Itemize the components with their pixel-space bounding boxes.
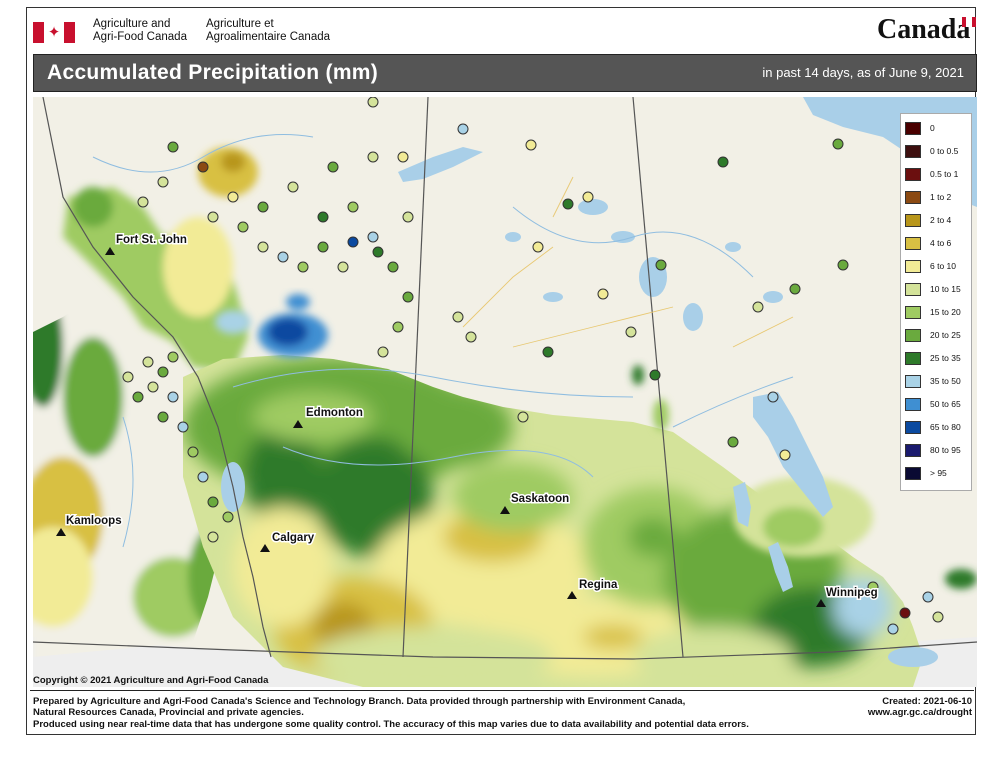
legend-swatch xyxy=(905,121,921,135)
legend-label: 10 to 15 xyxy=(930,284,961,294)
legend-swatch xyxy=(905,305,921,319)
legend-swatch xyxy=(905,443,921,457)
legend-item: 35 to 50 xyxy=(905,373,961,389)
map-title: Accumulated Precipitation (mm) xyxy=(47,61,379,84)
legend-swatch xyxy=(905,167,921,181)
city-marker-edmonton xyxy=(293,420,303,428)
legend-swatch xyxy=(905,328,921,342)
legend-item: 2 to 4 xyxy=(905,212,951,228)
footer-divider xyxy=(30,690,974,691)
lake-winnipegosis xyxy=(733,482,751,527)
legend-swatch xyxy=(905,259,921,273)
legend-item: 25 to 35 xyxy=(905,350,961,366)
footer-meta: Created: 2021-06-10 www.agr.gc.ca/drough… xyxy=(868,696,972,719)
wordmark-flag-icon xyxy=(962,17,976,27)
map-area: Fort St. John Edmonton Kamloops Calgary … xyxy=(33,97,977,687)
lake-winnipeg xyxy=(753,392,833,517)
department-fr-line-1: Agriculture et xyxy=(206,18,274,30)
legend-item: 1 to 2 xyxy=(905,189,951,205)
legend-label: 0 xyxy=(930,123,935,133)
department-en-line-1: Agriculture and xyxy=(93,18,171,30)
legend-label: 0 to 0.5 xyxy=(930,146,959,156)
border-bc-ab xyxy=(42,97,272,658)
lake-manitoba xyxy=(768,542,793,592)
city-label-regina: Regina xyxy=(579,579,618,591)
legend-label: 15 to 20 xyxy=(930,307,961,317)
legend-swatch xyxy=(905,351,921,365)
legend-item: 15 to 20 xyxy=(905,304,961,320)
legend-item: 6 to 10 xyxy=(905,258,956,274)
canada-flag-icon: ✦ xyxy=(33,22,75,43)
legend-swatch xyxy=(905,374,921,388)
precipitation-legend: 0 0 to 0.5 0.5 to 1 1 to 2 2 to 4 4 to 6 6 to … xyxy=(900,113,972,491)
legend-label: 65 to 80 xyxy=(930,422,961,432)
legend-swatch xyxy=(905,236,921,250)
legend-swatch xyxy=(905,420,921,434)
border-us xyxy=(33,641,977,660)
city-label-calgary: Calgary xyxy=(272,532,315,544)
city-label-edmonton: Edmonton xyxy=(306,407,363,419)
city-marker-saskatoon xyxy=(500,506,510,514)
legend-label: 4 to 6 xyxy=(930,238,952,248)
city-marker-regina xyxy=(567,591,577,599)
legend-label: 50 to 65 xyxy=(930,399,961,409)
legend-swatch xyxy=(905,282,921,296)
city-marker-fort-st-john xyxy=(105,247,115,255)
city-marker-winnipeg xyxy=(816,599,826,607)
department-name-french: Agriculture et Agroalimentaire Canada xyxy=(206,18,330,44)
legend-item: 50 to 65 xyxy=(905,396,961,412)
city-label-fort-st-john: Fort St. John xyxy=(116,234,187,246)
city-label-kamloops: Kamloops xyxy=(66,515,122,527)
footer-credits: Prepared by Agriculture and Agri-Food Ca… xyxy=(33,696,749,730)
legend-label: 0.5 to 1 xyxy=(930,169,959,179)
legend-item: 65 to 80 xyxy=(905,419,961,435)
legend-label: 25 to 35 xyxy=(930,353,961,363)
copyright-notice: Copyright © 2021 Agriculture and Agri-Fo… xyxy=(33,675,269,686)
legend-label: 20 to 25 xyxy=(930,330,961,340)
city-label-winnipeg: Winnipeg xyxy=(826,587,878,599)
legend-item: 0.5 to 1 xyxy=(905,166,958,182)
footer-line-1: Prepared by Agriculture and Agri-Food Ca… xyxy=(33,696,686,707)
legend-swatch xyxy=(905,466,921,480)
legend-item: 10 to 15 xyxy=(905,281,961,297)
department-name-english: Agriculture and Agri-Food Canada xyxy=(93,18,187,44)
footer-line-3: Produced using near real-time data that … xyxy=(33,718,749,730)
city-marker-kamloops xyxy=(56,528,66,536)
legend-swatch xyxy=(905,144,921,158)
footer-line-2: Natural Resources Canada, Provincial and… xyxy=(33,707,304,719)
precipitation-map: Fort St. John Edmonton Kamloops Calgary … xyxy=(33,97,977,687)
legend-item: 20 to 25 xyxy=(905,327,961,343)
department-en-line-2: Agri-Food Canada xyxy=(93,31,187,43)
legend-swatch xyxy=(905,213,921,227)
legend-label: 80 to 95 xyxy=(930,445,961,455)
legend-item: > 95 xyxy=(905,465,947,481)
legend-label: 6 to 10 xyxy=(930,261,956,271)
city-marker-calgary xyxy=(260,544,270,552)
legend-item: 4 to 6 xyxy=(905,235,951,251)
legend-item: 80 to 95 xyxy=(905,442,961,458)
website-link[interactable]: www.agr.gc.ca/drought xyxy=(867,707,972,719)
created-date: Created: 2021-06-10 xyxy=(882,696,972,707)
legend-label: 2 to 4 xyxy=(930,215,952,225)
lake-athabasca xyxy=(398,147,483,182)
legend-label: 1 to 2 xyxy=(930,192,952,202)
city-label-saskatoon: Saskatoon xyxy=(511,493,569,505)
legend-item: 0 xyxy=(905,120,935,136)
legend-label: 35 to 50 xyxy=(930,376,961,386)
map-subtitle: in past 14 days, as of June 9, 2021 xyxy=(762,65,964,80)
legend-item: 0 to 0.5 xyxy=(905,143,958,159)
legend-label: > 95 xyxy=(930,468,947,478)
border-ab-sk xyxy=(402,97,429,658)
legend-swatch xyxy=(905,190,921,204)
department-fr-line-2: Agroalimentaire Canada xyxy=(206,31,331,43)
canada-wordmark: Canada xyxy=(877,14,971,45)
legend-swatch xyxy=(905,397,921,411)
title-banner: Accumulated Precipitation (mm) in past 1… xyxy=(33,54,977,92)
